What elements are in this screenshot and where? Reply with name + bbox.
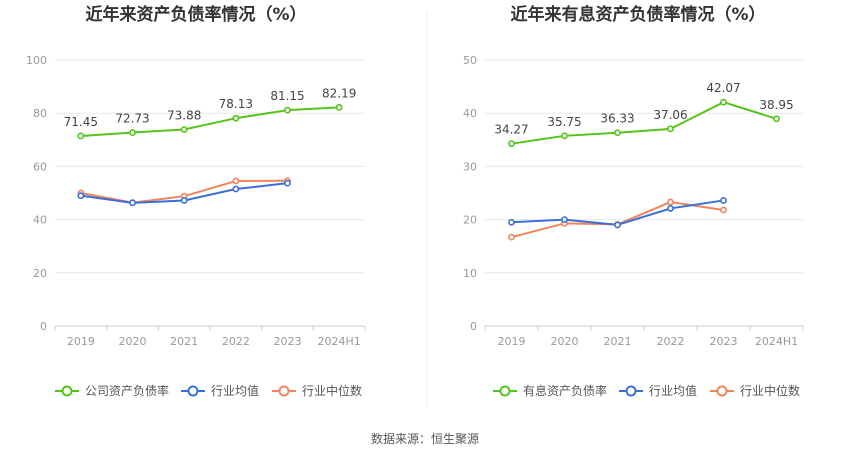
data-label: 37.06	[653, 108, 687, 122]
x-tick-label: 2023	[710, 335, 738, 348]
data-point	[720, 98, 727, 106]
data-point	[508, 218, 515, 226]
x-tick-label: 2023	[274, 335, 302, 348]
left-chart: 近年来资产负债率情况（%） 0 20 40 60 80 100 2019 2020 2021 202…	[26, 4, 366, 398]
x-tick-label: 2022	[222, 335, 250, 348]
y-tick-label: 40	[463, 107, 477, 120]
data-point	[508, 233, 515, 241]
legend-label: 行业中位数	[302, 383, 362, 398]
data-point	[508, 140, 515, 148]
y-tick-label: 0	[470, 320, 477, 333]
y-tick-label: 80	[33, 107, 47, 120]
data-label: 35.75	[547, 115, 581, 129]
data-point	[232, 177, 240, 185]
x-tick-label: 2020	[551, 335, 579, 348]
data-point	[614, 129, 621, 137]
data-label: 42.07	[706, 81, 740, 95]
source-label: 数据来源：恒生聚源	[371, 431, 479, 446]
series-line	[80, 106, 340, 137]
data-point	[284, 106, 291, 114]
legend-label: 行业均值	[211, 383, 259, 398]
data-point	[614, 221, 621, 229]
data-point	[720, 206, 727, 214]
data-label: 34.27	[494, 123, 528, 137]
data-point	[180, 126, 188, 133]
x-tick-label: 2024H1	[318, 335, 361, 348]
legend-swatch-marker	[187, 385, 199, 397]
legend-swatch-marker	[278, 385, 290, 397]
data-point	[561, 132, 568, 140]
legend-label: 有息资产负债率	[523, 383, 607, 398]
chart-title: 近年来有息资产负债率情况（%）	[510, 4, 765, 25]
y-tick-label: 50	[463, 54, 477, 67]
series-line	[511, 101, 777, 145]
legend-label: 行业中位数	[740, 383, 800, 398]
legend-swatch-marker	[625, 385, 637, 397]
y-tick-label: 100	[26, 54, 47, 67]
x-tick-label: 2019	[498, 335, 526, 348]
y-tick-label: 40	[33, 214, 47, 227]
data-point	[720, 197, 727, 204]
data-point	[284, 179, 291, 187]
data-point	[667, 125, 674, 133]
data-label: 36.33	[600, 112, 634, 126]
y-tick-label: 30	[463, 160, 477, 173]
data-point	[773, 115, 780, 123]
x-tick-label: 2022	[657, 335, 685, 348]
legend-swatch-marker	[499, 385, 511, 397]
legend-swatch-marker	[61, 385, 73, 397]
data-point	[232, 185, 240, 193]
y-tick-label: 20	[463, 214, 477, 227]
data-label: 72.73	[115, 112, 149, 126]
data-point	[667, 198, 674, 206]
right-chart: 近年来有息资产负债率情况（%） 0 10 20 30 40 50 2019 2020 2021 20…	[463, 4, 804, 398]
legend-label: 公司资产负债率	[85, 383, 169, 398]
data-label: 38.95	[759, 98, 793, 112]
data-point	[77, 132, 85, 140]
x-tick-label: 2021	[604, 335, 632, 348]
data-point	[561, 216, 568, 223]
y-tick-label: 0	[40, 320, 47, 333]
x-tick-label: 2021	[170, 335, 198, 348]
legend-swatch-marker	[716, 385, 728, 397]
data-point	[129, 129, 136, 136]
data-point	[232, 114, 240, 122]
data-label: 82.19	[322, 86, 356, 100]
data-label: 71.45	[64, 115, 98, 129]
data-point	[667, 205, 674, 212]
data-point	[180, 197, 188, 204]
y-tick-label: 60	[33, 160, 47, 173]
x-tick-label: 2019	[67, 335, 95, 348]
data-label: 81.15	[270, 89, 304, 103]
x-tick-label: 2024H1	[755, 335, 798, 348]
data-point	[77, 192, 85, 200]
data-label: 73.88	[167, 108, 201, 122]
data-point	[335, 103, 343, 111]
y-tick-label: 10	[463, 267, 477, 280]
data-label: 78.13	[219, 97, 253, 111]
y-tick-label: 20	[33, 267, 47, 280]
chart-title: 近年来资产负债率情况（%）	[85, 4, 306, 25]
legend-label: 行业均值	[649, 383, 697, 398]
data-point	[129, 199, 136, 207]
x-tick-label: 2020	[119, 335, 147, 348]
